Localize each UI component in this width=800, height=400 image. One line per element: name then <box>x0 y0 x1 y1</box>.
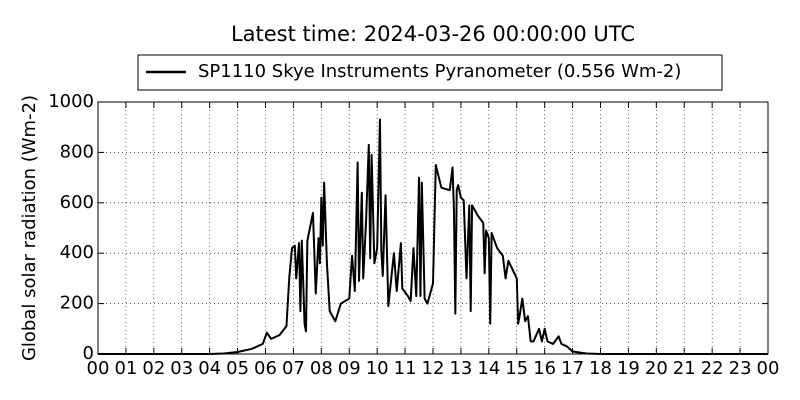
x-tick-label: 02 <box>142 358 165 379</box>
x-tick-label: 00 <box>87 358 110 379</box>
x-tick-label: 07 <box>282 358 305 379</box>
x-tick-label: 23 <box>729 358 752 379</box>
x-tick-label: 17 <box>561 358 584 379</box>
legend-label: SP1110 Skye Instruments Pyranometer (0.5… <box>198 61 681 82</box>
x-tick-label: 16 <box>533 358 556 379</box>
y-tick-label: 200 <box>60 293 94 314</box>
y-tick-label: 0 <box>83 343 94 364</box>
x-tick-label: 06 <box>254 358 277 379</box>
x-tick-label: 05 <box>226 358 249 379</box>
x-tick-label: 14 <box>477 358 500 379</box>
x-tick-label: 18 <box>589 358 612 379</box>
y-tick-label: 600 <box>60 192 94 213</box>
x-tick-label: 09 <box>338 358 361 379</box>
y-axis-label: Global solar radiation (Wm-2) <box>19 95 40 361</box>
y-tick-label: 400 <box>60 242 94 263</box>
y-tick-label: 800 <box>60 141 94 162</box>
plot-frame <box>97 101 769 355</box>
x-tick-label: 22 <box>701 358 724 379</box>
chart-title: Latest time: 2024-03-26 00:00:00 UTC <box>231 22 635 46</box>
x-tick-label: 11 <box>394 358 417 379</box>
x-tick-label: 20 <box>645 358 668 379</box>
x-tick-label: 19 <box>617 358 640 379</box>
x-tick-label: 03 <box>170 358 193 379</box>
data-line <box>98 118 768 355</box>
legend <box>137 54 723 91</box>
x-tick-label: 13 <box>449 358 472 379</box>
x-tick-label: 12 <box>422 358 445 379</box>
x-tick-label: 00 <box>757 358 780 379</box>
x-tick-label: 04 <box>198 358 221 379</box>
x-tick-label: 15 <box>505 358 528 379</box>
x-tick-label: 10 <box>366 358 389 379</box>
y-tick-label: 1000 <box>48 91 94 112</box>
x-tick-label: 01 <box>114 358 137 379</box>
x-tick-label: 08 <box>310 358 333 379</box>
x-tick-label: 21 <box>673 358 696 379</box>
